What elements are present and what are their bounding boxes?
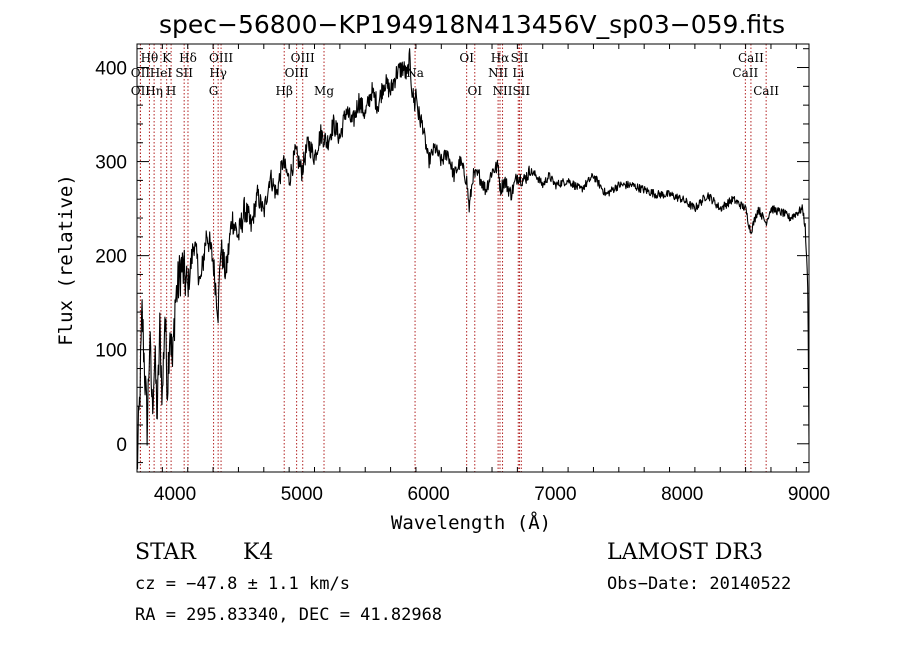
- plot-frame: [136, 43, 810, 473]
- spectral-line-label: H: [166, 84, 176, 98]
- spectral-line-label: Hδ: [179, 51, 197, 65]
- spectral-line-label: OIII: [209, 51, 233, 65]
- y-tick-label: 0: [116, 435, 127, 456]
- spectral-line-label: SII: [175, 66, 193, 80]
- spectral-line-label: NII: [488, 66, 508, 80]
- spectral-line-label: SII: [512, 84, 530, 98]
- axis-ticks: [136, 44, 809, 472]
- x-tick-label: 6000: [407, 484, 449, 505]
- spectral-line-label: G: [209, 84, 219, 98]
- y-tick-labels: 0 100 200 300 400: [95, 59, 127, 456]
- observation-date: Obs−Date: 20140522: [607, 574, 791, 594]
- x-tick-labels: 4000 5000 6000 7000 8000 9000: [154, 484, 830, 505]
- spectral-line-label: Hβ: [276, 84, 293, 98]
- spectral-line-label: Hθ: [141, 51, 159, 65]
- coordinates: RA = 295.83340, DEC = 41.82968: [135, 605, 442, 625]
- spectral-subclass: K4: [243, 540, 273, 565]
- spectral-line-label: OI: [467, 84, 482, 98]
- x-tick-label: 5000: [281, 484, 323, 505]
- spectral-line-label: OII: [131, 84, 151, 98]
- x-axis-label: Wavelength (Å): [391, 511, 551, 534]
- chart-title: spec−56800−KP194918N413456V_sp03−059.fit…: [159, 10, 785, 39]
- spectral-line-label: Hα: [491, 51, 510, 65]
- spectral-line-label: Hη: [145, 84, 163, 98]
- x-tick-label: 4000: [154, 484, 196, 505]
- spectral-line-label: Hγ: [209, 66, 227, 80]
- y-tick-label: 400: [95, 59, 127, 80]
- spectral-line-label: CaII: [753, 84, 779, 98]
- spectral-line-label: OII: [131, 66, 151, 80]
- spectral-line-label: Li: [512, 66, 524, 80]
- y-tick-label: 300: [95, 153, 127, 174]
- spectral-line-label: Mg: [314, 84, 334, 98]
- x-tick-label: 7000: [534, 484, 576, 505]
- x-tick-label: 8000: [661, 484, 703, 505]
- spectral-line-label: OI: [459, 51, 474, 65]
- redshift-cz: cz = −47.8 ± 1.1 km/s: [135, 574, 350, 594]
- spectral-line-label: OIII: [285, 66, 309, 80]
- spectral-line-markers: [139, 44, 767, 472]
- y-axis-label: Flux (relative): [55, 174, 77, 346]
- spectral-line-label: OIII: [291, 51, 315, 65]
- spectral-line-label: CaII: [738, 51, 764, 65]
- y-tick-label: 100: [95, 341, 127, 362]
- spectral-line-label: K: [162, 51, 172, 65]
- spectral-line-label: CaII: [732, 66, 758, 80]
- spectral-line-label: HeI: [150, 66, 173, 80]
- survey-name: LAMOST DR3: [607, 540, 763, 565]
- spectral-line-label: NII: [493, 84, 513, 98]
- x-tick-label: 9000: [788, 484, 830, 505]
- y-tick-label: 200: [95, 247, 127, 268]
- spectral-line-label: SII: [511, 51, 529, 65]
- spectrum-line: [136, 48, 810, 470]
- object-class: STAR: [135, 540, 197, 565]
